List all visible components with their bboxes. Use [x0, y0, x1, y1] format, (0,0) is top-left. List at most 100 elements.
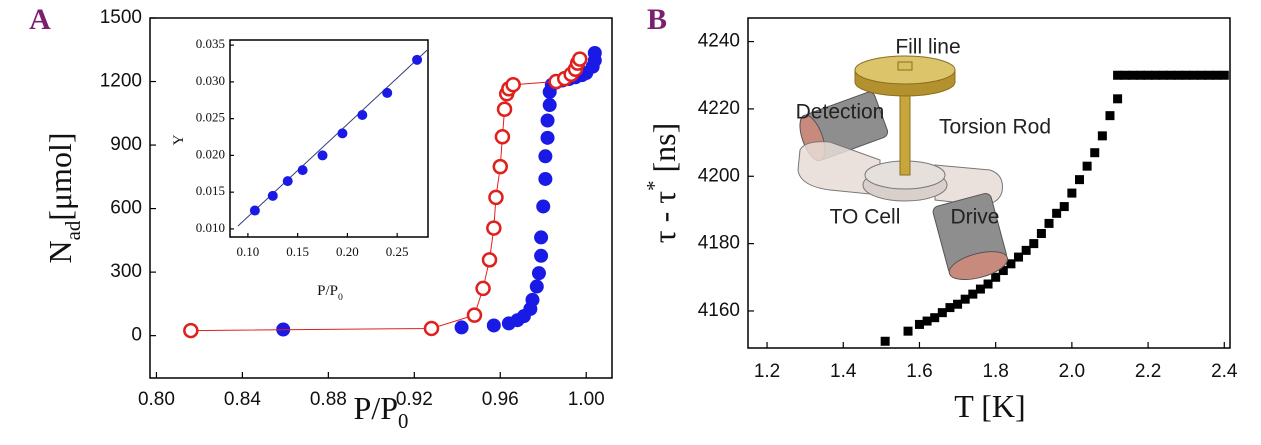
axis-label-part: τ - τ	[646, 191, 682, 244]
point	[1097, 131, 1107, 141]
x-tick-label: 0.84	[224, 389, 261, 410]
point	[505, 76, 521, 93]
point	[317, 150, 328, 161]
axis-label: Y	[171, 134, 187, 145]
axis-label: P/P0	[354, 390, 409, 433]
y-tick-label: 300	[110, 261, 142, 282]
point	[960, 294, 970, 304]
point	[357, 109, 368, 120]
axis-label-part: *	[643, 180, 666, 190]
plot-frame	[229, 39, 429, 238]
point	[525, 292, 540, 307]
point	[1174, 70, 1184, 80]
y-tick-label: 4180	[698, 233, 740, 254]
point	[914, 319, 924, 329]
point	[1151, 70, 1161, 80]
axis-label-part: Y	[171, 134, 187, 145]
x-tick-label: 0.25	[386, 244, 409, 259]
point	[542, 98, 557, 113]
point	[1044, 218, 1054, 228]
y-tick-label: 4160	[698, 300, 740, 321]
plot-frame	[747, 17, 1231, 349]
point	[1204, 70, 1214, 80]
y-tick-label: 0.015	[196, 183, 225, 198]
point	[991, 272, 1001, 282]
point	[1166, 70, 1176, 80]
y-tick-label: 0.030	[196, 73, 225, 88]
point	[496, 101, 513, 118]
point	[968, 289, 978, 299]
point	[249, 205, 260, 216]
y-tick-label: 0.020	[196, 146, 225, 161]
point	[282, 176, 293, 187]
x-tick-label: 2.0	[1059, 361, 1085, 382]
point	[538, 149, 553, 164]
point	[930, 313, 940, 323]
axis-label-part: [μmol]	[42, 133, 78, 221]
point	[1074, 175, 1084, 185]
axis-label-part: P/P	[354, 390, 398, 426]
x-tick-label: 0.15	[286, 244, 309, 259]
panel-label: B	[647, 3, 667, 36]
point	[1196, 70, 1206, 80]
axis-label-part: [ns]	[646, 123, 682, 181]
point	[1036, 229, 1046, 239]
axis-label: P/P0	[317, 283, 343, 302]
x-tick-label: 0.96	[482, 389, 519, 410]
y-tick-label: 0.010	[196, 220, 225, 235]
apparatus-drawing	[797, 55, 1009, 281]
point	[922, 316, 932, 326]
point	[1021, 245, 1031, 255]
point	[1158, 70, 1168, 80]
y-tick-label: 1500	[100, 7, 142, 28]
axis-label-part: N	[42, 240, 78, 263]
drive-end	[948, 251, 1009, 281]
y-tick-label: 600	[110, 198, 142, 219]
annotation: TO Cell	[830, 206, 901, 229]
x-tick-label: 0.80	[138, 389, 175, 410]
axis-label: T [K]	[954, 388, 1025, 424]
x-tick-label: 1.6	[906, 361, 932, 382]
point	[983, 279, 993, 289]
point	[1212, 70, 1222, 80]
point	[1082, 161, 1092, 171]
x-tick-label: 2.2	[1135, 361, 1161, 382]
point	[975, 284, 985, 294]
x-tick-label: 1.8	[982, 361, 1008, 382]
point	[536, 199, 551, 214]
y-tick-label: 0	[131, 325, 142, 346]
point	[1143, 70, 1153, 80]
point	[945, 303, 955, 313]
point	[587, 45, 602, 60]
point	[488, 189, 504, 206]
torsion-rod	[899, 89, 911, 176]
x-tick-label: 1.00	[568, 389, 605, 410]
point	[481, 252, 498, 268]
point	[1029, 239, 1039, 249]
y-tick-label: 4240	[698, 31, 740, 52]
y-tick-label: 4220	[698, 98, 740, 119]
point	[494, 129, 511, 145]
point	[998, 266, 1008, 276]
point	[572, 51, 588, 67]
x-tick-label: 1.2	[754, 361, 780, 382]
point	[953, 299, 963, 309]
point	[1067, 188, 1077, 198]
annotation: Torsion Rod	[939, 116, 1051, 139]
y-tick-label: 0.025	[196, 110, 225, 125]
point	[297, 165, 308, 176]
y-tick-label: 1200	[100, 71, 142, 92]
x-tick-label: 0.88	[310, 389, 347, 410]
point	[1189, 70, 1199, 80]
point	[534, 248, 549, 263]
plot-frame	[149, 17, 613, 379]
point	[486, 318, 501, 333]
x-tick-label: 0.20	[336, 244, 359, 259]
point	[937, 308, 947, 318]
point	[412, 54, 423, 65]
point	[880, 336, 890, 346]
point	[1105, 111, 1115, 121]
y-tick-label: 0.035	[196, 36, 225, 51]
point	[538, 171, 553, 186]
